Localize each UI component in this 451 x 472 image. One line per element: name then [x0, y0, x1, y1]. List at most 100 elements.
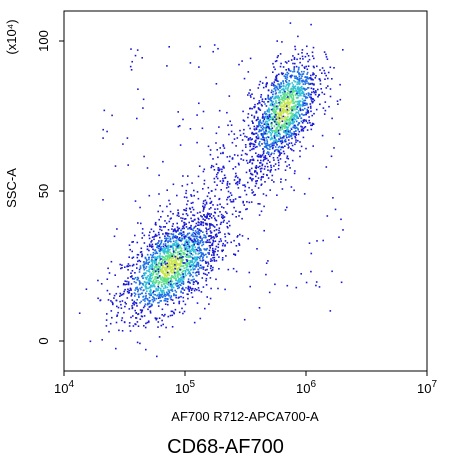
data-point	[151, 243, 154, 246]
data-point	[299, 108, 301, 110]
data-point	[136, 305, 138, 307]
data-point	[174, 275, 177, 278]
data-point	[158, 245, 160, 248]
data-point	[185, 213, 188, 215]
data-point	[272, 108, 274, 111]
data-point	[252, 191, 255, 193]
data-point	[156, 289, 158, 292]
data-point	[293, 126, 295, 129]
data-point	[194, 235, 197, 238]
data-point	[143, 263, 145, 265]
data-point	[256, 145, 258, 148]
data-point	[270, 134, 272, 137]
data-point	[305, 120, 308, 123]
data-point	[162, 323, 164, 326]
data-point	[271, 104, 273, 107]
data-point	[121, 264, 123, 266]
data-point	[175, 240, 178, 242]
data-point	[261, 163, 264, 166]
data-point	[257, 156, 260, 158]
data-point	[261, 117, 264, 119]
data-point	[125, 303, 127, 305]
data-point	[298, 75, 301, 78]
data-point	[307, 55, 310, 57]
data-point	[156, 255, 159, 258]
data-point	[271, 152, 273, 155]
data-point	[183, 278, 185, 280]
data-point	[176, 263, 178, 265]
data-point	[261, 154, 264, 156]
data-point	[179, 264, 182, 266]
data-point	[265, 83, 268, 86]
data-point	[297, 68, 300, 71]
data-point	[136, 49, 139, 51]
data-point	[150, 294, 152, 297]
data-point	[205, 230, 208, 233]
data-point	[259, 119, 261, 121]
data-point	[148, 268, 150, 271]
data-point	[285, 105, 288, 107]
data-point	[266, 113, 268, 116]
data-point	[229, 192, 232, 194]
data-point	[160, 258, 162, 260]
data-point	[185, 244, 187, 246]
data-point	[295, 116, 298, 119]
data-point	[277, 168, 280, 170]
data-point	[175, 267, 178, 270]
data-point	[228, 160, 231, 163]
data-point	[176, 264, 178, 266]
data-point	[195, 256, 197, 259]
data-point	[192, 241, 195, 243]
data-point	[170, 298, 172, 301]
data-point	[229, 224, 231, 227]
data-point	[128, 322, 131, 324]
data-point	[140, 300, 142, 303]
data-point	[199, 242, 202, 244]
data-point	[168, 291, 171, 294]
data-point	[243, 120, 246, 122]
data-point	[78, 312, 81, 314]
data-point	[148, 306, 151, 308]
data-point	[197, 243, 199, 246]
data-point	[161, 257, 163, 260]
data-point	[177, 230, 179, 232]
data-point	[210, 258, 212, 260]
data-point	[294, 77, 296, 79]
data-point	[177, 282, 179, 284]
data-point	[129, 287, 132, 290]
data-point	[212, 225, 215, 227]
data-point	[286, 102, 289, 104]
data-point	[178, 239, 181, 242]
data-point	[183, 246, 186, 249]
data-point	[213, 211, 216, 214]
data-point	[194, 238, 196, 241]
data-point	[220, 152, 222, 155]
data-point	[258, 100, 261, 102]
data-point	[263, 116, 265, 119]
data-point	[190, 202, 193, 204]
data-point	[135, 281, 137, 284]
data-point	[158, 262, 160, 264]
data-point	[177, 259, 180, 261]
data-point	[197, 221, 200, 223]
data-point	[138, 271, 141, 273]
data-point	[272, 146, 274, 149]
data-point	[276, 148, 278, 151]
data-point	[268, 110, 271, 112]
data-point	[256, 125, 258, 127]
data-point	[190, 256, 193, 258]
data-point	[202, 268, 205, 270]
data-point	[178, 280, 180, 282]
data-point	[155, 243, 158, 246]
data-point	[267, 110, 270, 112]
data-point	[154, 290, 157, 293]
data-point	[130, 295, 133, 297]
data-point	[269, 115, 271, 117]
data-point	[271, 101, 274, 104]
data-point	[238, 196, 240, 198]
data-point	[200, 251, 202, 254]
data-point	[151, 239, 153, 242]
data-point	[185, 226, 188, 228]
data-point	[183, 262, 186, 264]
data-point	[206, 296, 208, 298]
